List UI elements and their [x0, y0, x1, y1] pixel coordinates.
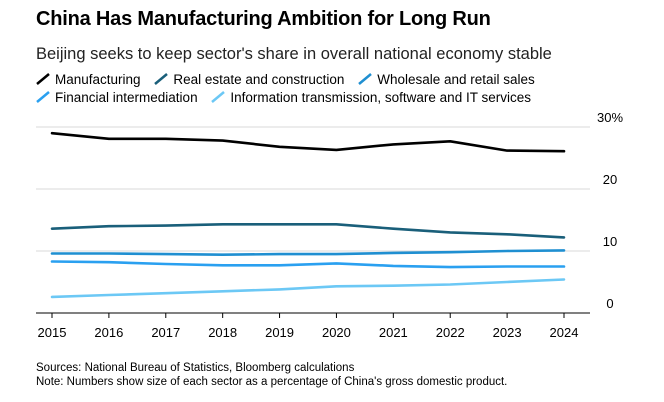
- legend-swatch-real-estate: [154, 73, 169, 85]
- chart-subtitle: Beijing seeks to keep sector's share in …: [36, 45, 552, 63]
- note-text: Note: Numbers show size of each sector a…: [36, 376, 508, 388]
- legend-label-information-it: Information transmission, software and I…: [230, 90, 531, 105]
- legend-item-wholesale-retail: Wholesale and retail sales: [358, 71, 535, 89]
- x-tick-label: 2021: [379, 325, 408, 340]
- legend-row-1: Manufacturing Real estate and constructi…: [36, 71, 636, 89]
- x-tick-label: 2023: [493, 325, 522, 340]
- legend-row-2: Financial intermediation Information tra…: [36, 89, 636, 107]
- x-tick-label: 2019: [265, 325, 294, 340]
- x-tick-label: 2022: [436, 325, 465, 340]
- legend-swatch-wholesale-retail: [358, 73, 373, 85]
- series-line-1: [50, 131, 566, 153]
- y-tick-label: 30%: [597, 110, 623, 125]
- x-tick-label: 2016: [94, 325, 123, 340]
- y-tick-label: 10: [603, 234, 617, 249]
- legend-item-real-estate: Real estate and construction: [154, 71, 344, 89]
- x-tick-label: 2020: [322, 325, 351, 340]
- legend-label-real-estate: Real estate and construction: [173, 72, 345, 87]
- legend-item-manufacturing: Manufacturing: [36, 71, 141, 89]
- chart-notes: Sources: National Bureau of Statistics, …: [36, 361, 507, 389]
- x-tick-label: 2018: [208, 325, 237, 340]
- series-line-5: [50, 278, 566, 299]
- y-tick-label: 20: [603, 172, 617, 187]
- chart-title: China Has Manufacturing Ambition for Lon…: [36, 8, 491, 30]
- legend-swatch-manufacturing: [36, 73, 50, 85]
- x-tick-label: 2024: [550, 325, 579, 340]
- legend-swatch-financial: [36, 91, 50, 103]
- legend-item-financial: Financial intermediation: [36, 89, 198, 107]
- legend-label-wholesale-retail: Wholesale and retail sales: [377, 72, 535, 87]
- y-tick-label: 0: [606, 296, 613, 311]
- x-tick-label: 2017: [151, 325, 180, 340]
- legend-label-financial: Financial intermediation: [55, 90, 198, 105]
- legend: Manufacturing Real estate and constructi…: [36, 71, 636, 107]
- legend-swatch-information-it: [211, 91, 226, 103]
- legend-item-information-it: Information transmission, software and I…: [211, 89, 531, 107]
- series-line-2: [50, 223, 566, 239]
- x-tick-label: 2015: [38, 325, 67, 340]
- series-line-4: [50, 260, 566, 269]
- sources-text: Sources: National Bureau of Statistics, …: [36, 362, 355, 374]
- legend-label-manufacturing: Manufacturing: [55, 72, 141, 87]
- series-line-3: [50, 249, 566, 256]
